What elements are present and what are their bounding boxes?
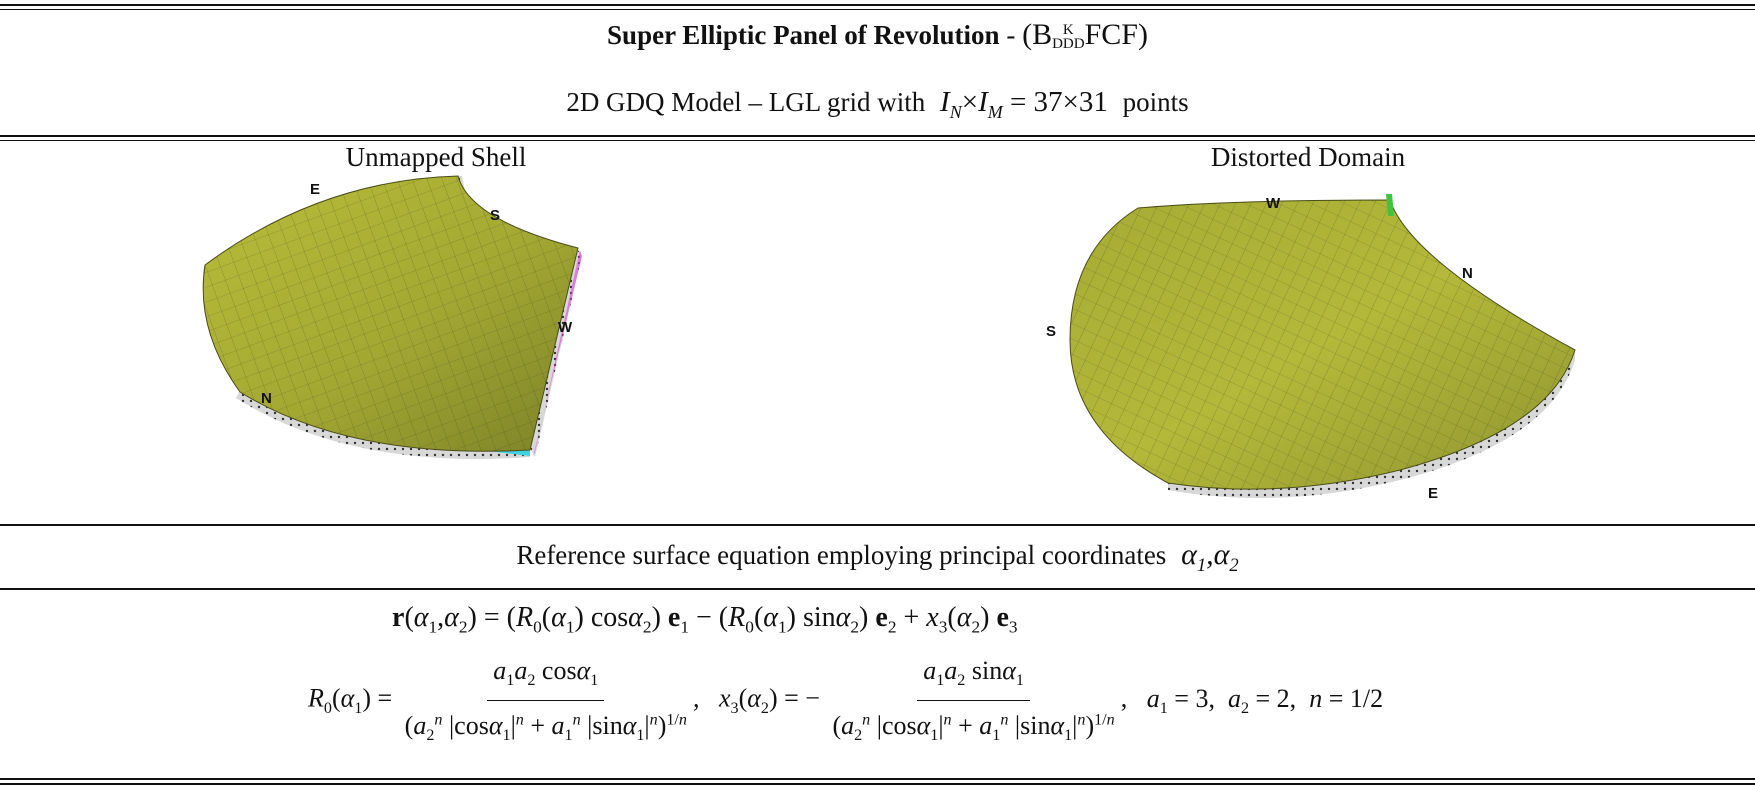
reference-rule <box>0 588 1755 590</box>
distorted-domain-figure: W N S E <box>1046 194 1576 502</box>
edge-label-w-right: W <box>1266 195 1281 212</box>
R0-fraction: a1a2 cosα1 (a2n |cosα1|n + a1n |sinα1|n)… <box>404 656 687 745</box>
parameters: a1 = 3, a2 = 2, n = 1/2 <box>1146 683 1384 717</box>
header-rule-2 <box>0 140 1755 141</box>
top-rule-2 <box>0 9 1755 10</box>
unmapped-shell-figure: E S W N <box>202 175 582 459</box>
title-bold: Super Elliptic Panel of Revolution <box>607 20 1000 50</box>
reference-coords: α1,α2 <box>1181 538 1239 576</box>
reference-line: Reference surface equation employing pri… <box>0 538 1755 577</box>
title-notation: (B K DDD FCF) <box>1022 18 1148 53</box>
subtitle-suffix: points <box>1122 87 1189 117</box>
edge-label-s: S <box>490 207 500 224</box>
edge-label-w: W <box>558 319 573 336</box>
edge-label-n-right: N <box>1462 265 1473 282</box>
bottom-rule-1 <box>0 778 1755 780</box>
figure-rule <box>0 524 1755 526</box>
header-rule-1 <box>0 135 1755 137</box>
domain-mesh <box>1070 200 1575 490</box>
grid-size: IN×IM = 37×31 <box>940 86 1108 122</box>
magenta-edge <box>533 250 582 457</box>
bottom-rule-2 <box>0 783 1755 785</box>
right-panel-title: Distorted Domain <box>1210 142 1406 172</box>
edge-label-e: E <box>310 181 320 198</box>
green-edge-marker <box>1386 194 1394 216</box>
radius-and-height-equations: R0(α1) = a1a2 cosα1 (a2n |cosα1|n + a1n … <box>308 656 1384 745</box>
edge-label-n: N <box>261 390 272 407</box>
shell-mesh <box>203 176 578 452</box>
title-dash: - <box>999 20 1023 50</box>
subtitle-prefix: 2D GDQ Model – LGL grid with <box>566 87 926 117</box>
edge-label-s-right: S <box>1046 323 1056 340</box>
table-subtitle: 2D GDQ Model – LGL grid with IN×IM = 37×… <box>0 86 1755 123</box>
table-title: Super Elliptic Panel of Revolution - (B K… <box>0 18 1755 52</box>
position-vector-equation: r(α1,α2) = (R0(α1) cosα2) e1 − (R0(α1) s… <box>392 602 1018 637</box>
x3-fraction: a1a2 sinα1 (a2n |cosα1|n + a1n |sinα1|n)… <box>832 656 1115 745</box>
edge-label-e-right: E <box>1428 485 1438 502</box>
reference-text: Reference surface equation employing pri… <box>516 540 1167 570</box>
left-panel-title: Unmapped Shell <box>345 142 527 172</box>
top-rule-1 <box>0 4 1755 6</box>
